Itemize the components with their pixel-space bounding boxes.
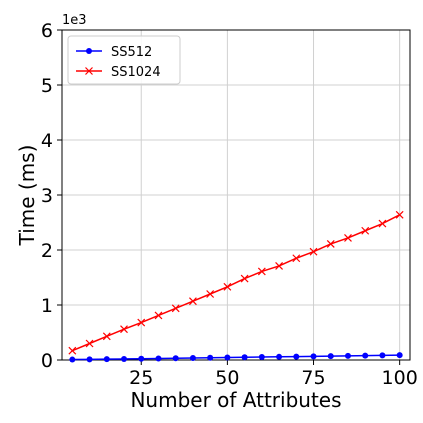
x-tick-label: 50 (215, 367, 239, 389)
x-tick-label: 25 (129, 367, 153, 389)
data-point-ss1024 (120, 325, 128, 334)
data-point-ss512 (172, 355, 179, 362)
x-axis-label: Number of Attributes (130, 388, 341, 412)
data-point-ss1024 (102, 332, 111, 341)
data-point-ss1024 (326, 240, 335, 248)
data-point-ss1024 (154, 311, 163, 320)
data-point-ss512 (293, 353, 300, 360)
y-axis-label: Time (ms) (15, 145, 39, 247)
data-point-ss1024 (292, 254, 301, 263)
data-point-ss512 (121, 355, 128, 362)
y-tick-label: 3 (41, 185, 53, 207)
data-point-ss512 (224, 354, 231, 361)
data-point-ss1024 (309, 247, 318, 256)
data-point-ss512 (396, 352, 403, 359)
data-point-ss512 (344, 352, 351, 359)
data-point-ss1024 (395, 210, 404, 219)
data-point-ss512 (155, 355, 162, 362)
legend-marker-ss512 (86, 48, 92, 54)
data-point-ss1024 (275, 262, 283, 270)
legend-label: SS512 (111, 45, 152, 60)
data-point-ss1024 (189, 297, 197, 306)
y-tick-label: 2 (41, 240, 53, 262)
data-point-ss1024 (257, 267, 266, 276)
x-tick-label: 100 (382, 367, 418, 389)
data-point-ss512 (276, 353, 283, 360)
data-point-ss512 (379, 352, 386, 359)
data-point-ss1024 (137, 318, 146, 327)
y-offset-label: 1e3 (62, 13, 87, 28)
data-point-ss512 (362, 352, 369, 359)
data-point-ss512 (241, 354, 248, 361)
data-point-ss512 (327, 353, 334, 360)
data-point-ss512 (103, 356, 110, 363)
y-tick-label: 5 (41, 75, 53, 97)
data-point-ss512 (69, 356, 76, 363)
data-point-ss1024 (361, 226, 370, 235)
y-tick-label: 4 (41, 130, 53, 152)
data-point-ss1024 (85, 339, 94, 348)
data-point-ss1024 (171, 304, 180, 313)
data-point-ss512 (207, 354, 214, 361)
data-point-ss1024 (378, 219, 387, 228)
legend-label: SS1024 (111, 65, 161, 80)
data-point-ss1024 (344, 233, 352, 242)
data-point-ss512 (138, 355, 145, 362)
legend-marker-ss1024 (85, 67, 93, 75)
data-point-ss1024 (240, 274, 249, 283)
data-point-ss1024 (68, 346, 77, 355)
data-point-ss512 (86, 356, 93, 363)
data-point-ss512 (310, 353, 317, 360)
y-tick-label: 1 (41, 295, 53, 317)
data-point-ss512 (189, 354, 196, 361)
series-line-ss1024 (72, 214, 401, 352)
legend (67, 35, 181, 85)
data-point-ss1024 (206, 290, 215, 298)
data-point-ss512 (258, 354, 265, 361)
data-point-ss1024 (223, 282, 232, 291)
y-tick-label: 0 (41, 350, 53, 372)
x-tick-label: 75 (301, 367, 325, 389)
y-tick-label: 6 (41, 20, 53, 42)
